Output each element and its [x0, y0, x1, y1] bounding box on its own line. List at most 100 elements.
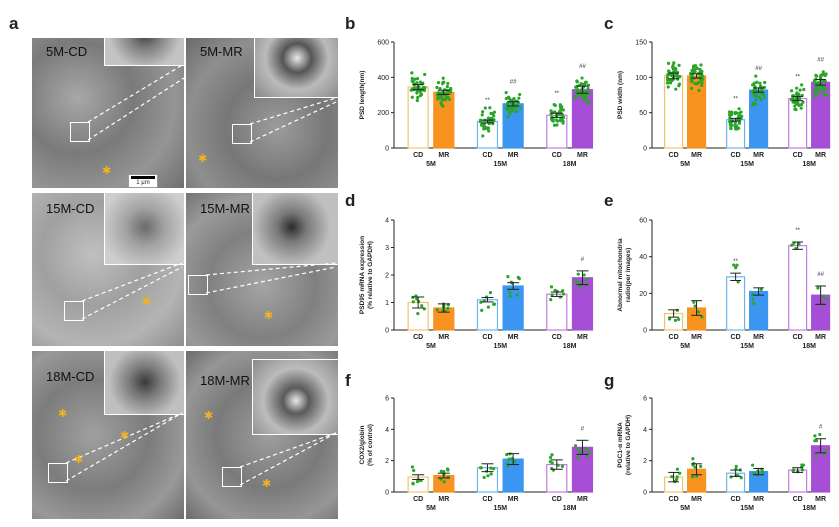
group-label: 18M	[563, 343, 577, 350]
panel-letter-e: e	[604, 191, 614, 210]
data-point	[410, 71, 414, 75]
data-point	[415, 81, 419, 85]
data-point	[481, 110, 485, 114]
data-point	[666, 73, 670, 77]
data-point	[560, 113, 565, 117]
data-point	[762, 85, 767, 89]
group-label: 5M	[426, 161, 436, 168]
data-point	[411, 300, 415, 304]
data-point	[488, 290, 493, 295]
data-point	[734, 266, 738, 270]
data-point	[506, 107, 510, 111]
bar	[788, 245, 808, 331]
data-point	[517, 277, 521, 281]
data-point	[439, 95, 444, 99]
data-point	[728, 116, 732, 120]
data-point	[667, 61, 671, 65]
significance-label: ##	[510, 80, 517, 86]
data-point	[740, 114, 744, 118]
zoom-lines	[205, 262, 337, 294]
data-point	[435, 85, 439, 90]
category-label: CD	[669, 152, 679, 159]
data-point	[410, 76, 414, 81]
y-axis-label: (% relative to GAPDH)	[367, 241, 374, 309]
panel-letter-g: g	[604, 371, 615, 390]
data-point	[581, 97, 585, 101]
data-point	[587, 450, 591, 455]
data-point	[751, 297, 755, 301]
data-point	[561, 292, 566, 296]
data-point	[548, 455, 553, 460]
data-point	[486, 305, 490, 309]
data-point	[585, 277, 589, 282]
data-point	[442, 470, 446, 474]
data-point	[482, 475, 486, 480]
em-label: 18M-MR	[200, 373, 250, 388]
data-point	[733, 112, 737, 116]
data-point	[409, 88, 413, 92]
data-point	[691, 475, 695, 479]
significance-label: **	[733, 259, 738, 265]
category-label: MR	[753, 496, 764, 503]
data-point	[416, 95, 420, 100]
group-label: 18M	[563, 161, 577, 168]
data-point	[446, 468, 450, 472]
data-point	[489, 472, 493, 476]
data-point	[812, 78, 817, 83]
data-point	[751, 90, 755, 94]
roi-box	[48, 463, 68, 483]
category-label: CD	[793, 334, 803, 341]
data-point	[478, 466, 483, 470]
data-point	[800, 463, 804, 467]
panel-letter-f: f	[345, 371, 351, 390]
y-tick-label: 0	[643, 328, 647, 335]
data-point	[755, 80, 759, 84]
em-tile-18m-cd: 18M-CD ✱ ✱ ✱	[32, 351, 184, 519]
category-label: MR	[691, 334, 702, 341]
data-point	[553, 103, 557, 108]
data-point	[549, 285, 554, 289]
y-axis-label: PSD width (nm)	[617, 71, 624, 119]
data-point	[586, 101, 591, 105]
data-point	[802, 87, 806, 92]
data-point	[739, 476, 743, 480]
y-tick-label: 4	[643, 427, 647, 434]
significance-label: ##	[755, 66, 762, 72]
data-point	[552, 123, 557, 127]
category-label: MR	[753, 152, 764, 159]
data-point	[492, 467, 496, 471]
data-point	[446, 306, 450, 310]
zoom-inset	[104, 38, 184, 66]
data-point	[505, 102, 510, 106]
data-point	[575, 92, 580, 97]
star-marker: ✱	[102, 165, 112, 177]
panel-letter-b: b	[345, 14, 356, 33]
data-point	[690, 86, 694, 90]
em-tile-18m-mr: 18M-MR ✱ ✱	[186, 351, 338, 519]
category-label: MR	[438, 152, 449, 159]
data-point	[666, 78, 670, 82]
data-point	[823, 73, 827, 78]
data-point	[737, 121, 742, 125]
data-point	[700, 81, 704, 85]
data-point	[693, 465, 697, 469]
data-point	[677, 63, 681, 67]
data-point	[823, 79, 827, 83]
data-point	[492, 114, 496, 118]
category-label: CD	[413, 334, 423, 341]
star-marker: ✱	[74, 454, 84, 466]
data-point	[735, 263, 739, 267]
data-point	[754, 74, 758, 78]
data-point	[573, 444, 578, 448]
y-tick-label: 0	[385, 146, 389, 153]
data-point	[478, 118, 483, 122]
data-point	[697, 88, 701, 92]
data-point	[577, 451, 582, 455]
data-point	[411, 482, 415, 486]
star-marker: ✱	[262, 478, 272, 490]
zoom-lines	[81, 262, 183, 320]
data-point	[792, 241, 796, 245]
y-tick-label: 20	[639, 291, 647, 298]
data-point	[675, 475, 679, 479]
data-point	[580, 76, 584, 80]
